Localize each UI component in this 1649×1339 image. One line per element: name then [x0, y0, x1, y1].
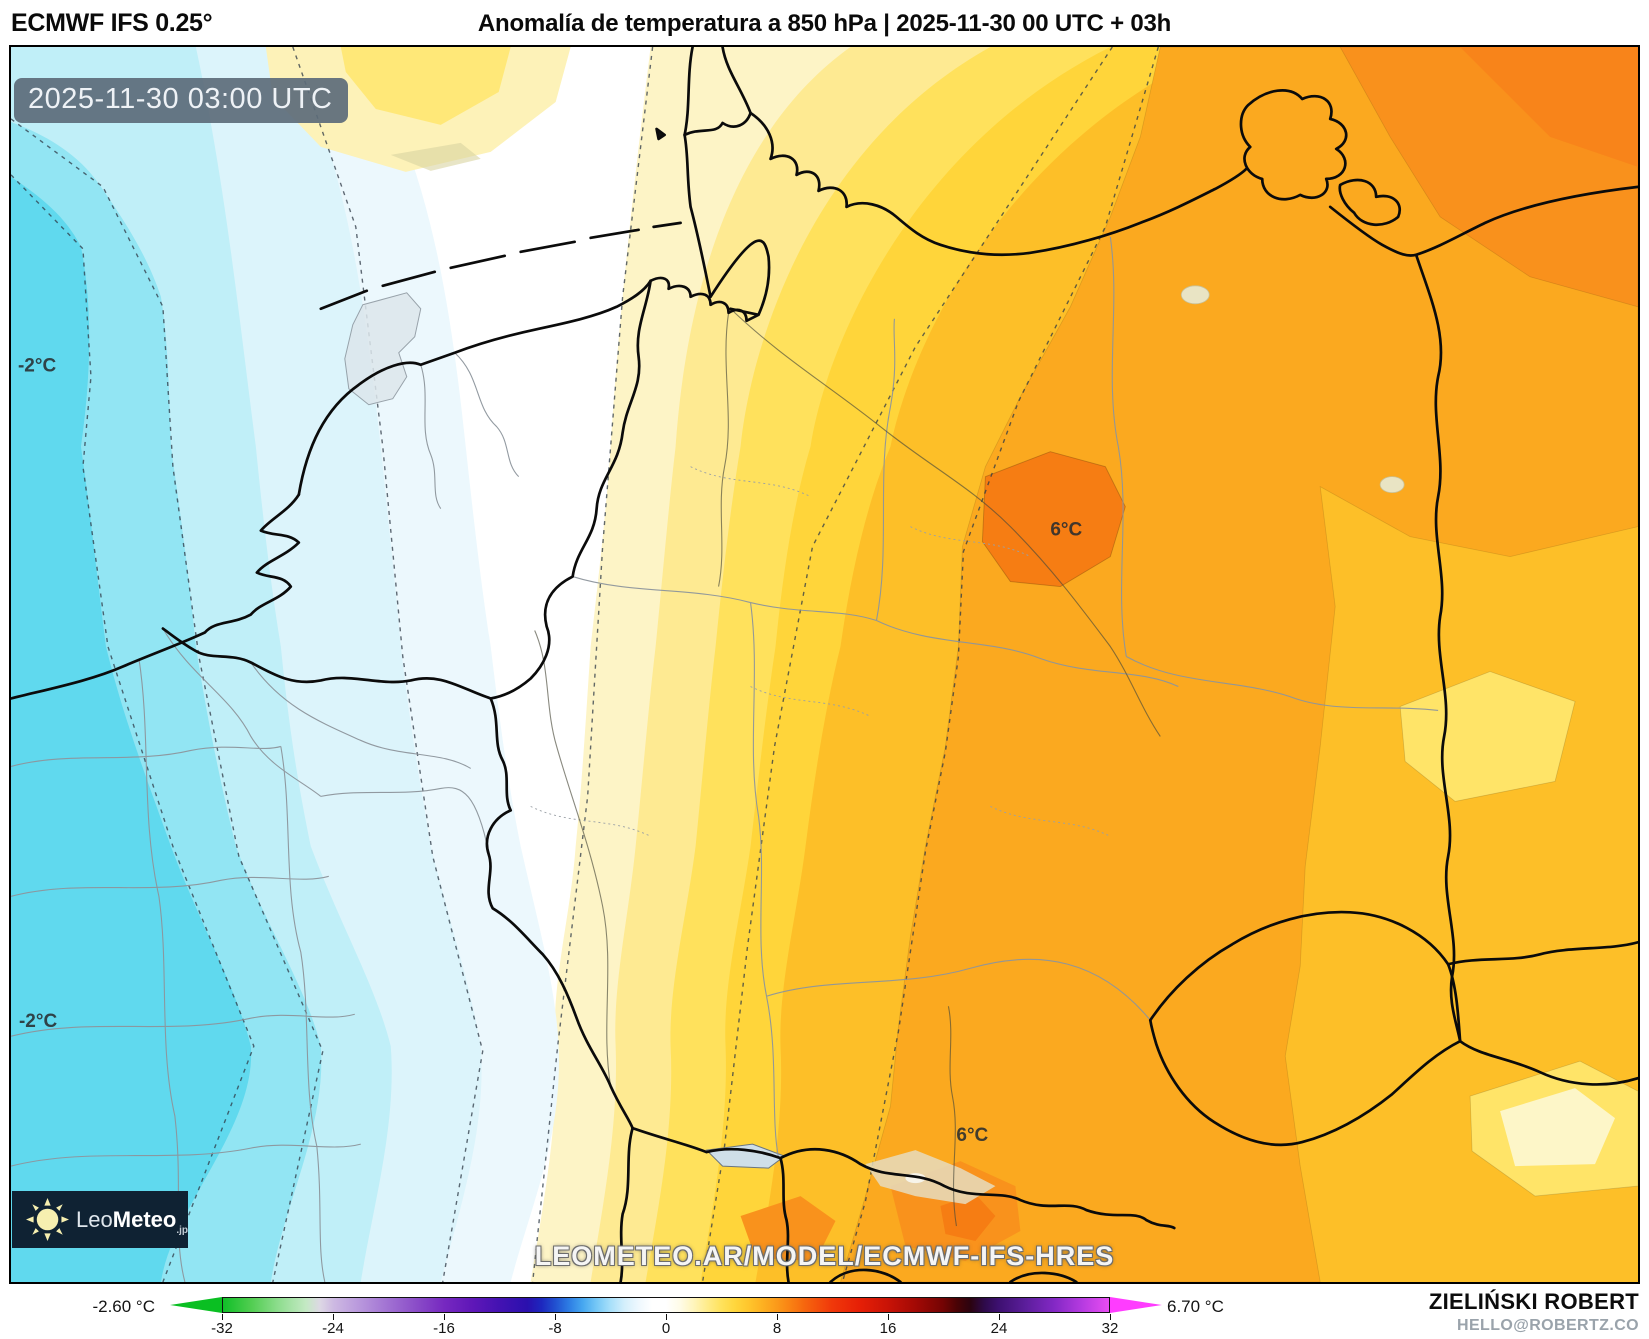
colorbar-max-label: 6.70 °C — [1167, 1297, 1224, 1316]
border-at-de — [779, 1147, 1176, 1230]
coast-german-bight — [649, 133, 771, 323]
admin-borders-group — [11, 236, 1439, 1282]
border-pl-cz-ridge — [1446, 940, 1638, 966]
colorbar-tick — [333, 1314, 334, 1320]
region-orange — [840, 47, 1638, 1282]
contour-dashed-group — [11, 47, 1159, 1282]
colorbar-tick-label: -32 — [211, 1320, 233, 1337]
colorbar-tick-label: -8 — [548, 1320, 562, 1337]
colorbar-min-label: -2.60 °C — [92, 1297, 155, 1316]
author-name: ZIELIŃSKI ROBERT — [1428, 1289, 1639, 1314]
region-darkest-orange-corner — [1460, 47, 1638, 167]
sun-icon — [26, 1197, 70, 1242]
region-yellow-pocket-core — [1500, 1088, 1616, 1167]
contour-zero — [531, 47, 654, 1282]
map-canvas: -2°C -2°C 6°C 6°C — [11, 47, 1638, 1282]
map-label-6c-center: 6°C — [1050, 520, 1082, 541]
colorbar-gradient — [222, 1297, 1110, 1313]
colorbar-right-arrow — [1110, 1297, 1162, 1313]
contour-minus2 — [11, 118, 324, 1282]
wadden-islands — [319, 221, 682, 311]
colorbar-tick-label: 0 — [661, 1320, 671, 1337]
map-label-minus2-north: -2°C — [18, 356, 56, 377]
region-sea-warm-core — [340, 47, 511, 125]
border-nl-de — [489, 279, 652, 700]
island-helgoland — [655, 127, 666, 141]
colorbar-left-arrow — [170, 1297, 222, 1313]
border-alps-south — [829, 1268, 1078, 1282]
logo-suffix: .jp — [176, 1225, 188, 1236]
contour-minus3 — [11, 174, 255, 1282]
border-ch-fr — [619, 1126, 634, 1282]
colorbar-tick — [444, 1314, 445, 1320]
logo-text-light: Leo — [76, 1206, 113, 1232]
colorbar-tick — [999, 1314, 1000, 1320]
coast-baltic-west — [749, 111, 1248, 257]
border-denmark — [683, 47, 752, 137]
contour-minus1 — [292, 47, 484, 1282]
terrain-patch-1 — [1180, 285, 1210, 305]
timestamp-badge: 2025-11-30 03:00 UTC — [14, 78, 349, 123]
coast-baltic-east — [1328, 185, 1638, 257]
border-de-pl — [1414, 253, 1462, 1043]
colorbar-tick — [1110, 1314, 1111, 1320]
border-fr-de — [485, 697, 634, 1130]
map-title: Anomalía de temperatura a 850 hPa | 2025… — [477, 10, 1172, 37]
border-be-nl — [161, 627, 493, 700]
border-cz-pl-east — [1458, 1039, 1638, 1086]
border-cz-de — [1148, 910, 1462, 1043]
border-ch-at — [779, 1156, 790, 1282]
colorbar-tick — [666, 1314, 667, 1320]
colorbar-tick — [555, 1314, 556, 1320]
map-label-6c-south: 6°C — [956, 1125, 988, 1146]
rivers-group — [534, 308, 1161, 1227]
terrain-patch-2 — [1379, 476, 1405, 494]
author-contact: HELLO@ROBERTZ.CO — [1457, 1317, 1639, 1334]
map-label-minus2-south: -2°C — [19, 1011, 57, 1032]
band-deep-cyan — [11, 176, 252, 1282]
colorbar-tick-label: 32 — [1101, 1320, 1119, 1337]
colorbar-tick — [222, 1314, 223, 1320]
colorbar-tick-label: 16 — [879, 1320, 897, 1337]
colorbar-tick — [888, 1314, 889, 1320]
model-label: ECMWF IFS 0.25° — [11, 9, 213, 37]
colorbar-tick-label: 24 — [990, 1320, 1008, 1337]
contour-plus4 — [701, 47, 1113, 1282]
leometeo-logo: Leo Meteo .jp — [12, 1191, 188, 1248]
colorbar-tick-label: -24 — [322, 1320, 344, 1337]
contour-plus5 — [841, 47, 1159, 1282]
island-ruegen — [1239, 89, 1348, 201]
coast-netherlands — [297, 279, 652, 496]
colorbar-tick-label: -16 — [433, 1320, 455, 1337]
weather-map: -2°C -2°C 6°C 6°C 2025-11-30 03:00 UTC L… — [9, 45, 1640, 1284]
border-cz-at — [1148, 1018, 1462, 1147]
lake-ijsselmeer — [344, 292, 422, 406]
region-6c-blob — [981, 451, 1126, 588]
country-borders-group — [11, 47, 1638, 1282]
watermark: LEOMETEO.AR/MODEL/ECMWF-IFS-HRES — [534, 1241, 1115, 1271]
colorbar-tick — [777, 1314, 778, 1320]
footer-bar: -2.60 °C 6.70 °C -32 -24 -16 -8 0 8 16 24 32 ZIE… — [0, 1284, 1649, 1339]
border-ch-de — [631, 1126, 782, 1160]
header-bar: ECMWF IFS 0.25° Anomalía de temperatura … — [0, 0, 1649, 45]
coast-belgium — [11, 493, 301, 700]
logo-text-bold: Meteo — [112, 1206, 177, 1232]
terrain-alps-ridge — [865, 1150, 996, 1205]
island-usedom — [1338, 178, 1401, 226]
colorbar-tick-label: 8 — [772, 1320, 782, 1337]
